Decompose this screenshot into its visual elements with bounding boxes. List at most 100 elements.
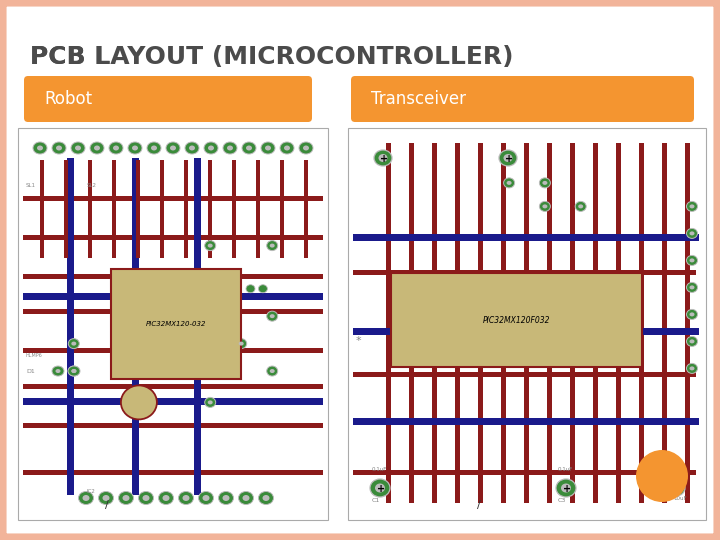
Ellipse shape (121, 386, 157, 420)
Ellipse shape (204, 142, 218, 154)
Ellipse shape (556, 479, 576, 497)
Ellipse shape (207, 400, 212, 404)
Ellipse shape (94, 145, 100, 151)
Bar (280, 160, 284, 258)
Ellipse shape (690, 340, 695, 343)
Circle shape (636, 450, 688, 502)
Text: Robot: Robot (44, 90, 92, 108)
Ellipse shape (68, 339, 79, 349)
Ellipse shape (686, 255, 698, 265)
Bar (391, 273, 642, 367)
Ellipse shape (270, 244, 275, 248)
Bar (478, 143, 483, 503)
Ellipse shape (143, 495, 150, 501)
Ellipse shape (690, 232, 695, 235)
Bar (132, 158, 139, 495)
Bar (662, 143, 667, 503)
Bar (67, 158, 73, 495)
Text: /: / (477, 500, 481, 510)
Bar (160, 160, 164, 258)
Ellipse shape (265, 145, 271, 151)
Ellipse shape (170, 145, 176, 151)
Ellipse shape (686, 201, 698, 211)
Bar (23, 235, 323, 240)
Ellipse shape (71, 369, 76, 373)
Ellipse shape (199, 491, 214, 504)
Bar (194, 158, 201, 495)
Ellipse shape (690, 313, 695, 316)
Bar (111, 269, 241, 379)
Text: Transceiver: Transceiver (371, 90, 466, 108)
Ellipse shape (109, 142, 123, 154)
Bar (64, 160, 68, 258)
Ellipse shape (185, 142, 199, 154)
Bar (353, 418, 699, 425)
Ellipse shape (158, 491, 174, 504)
Bar (685, 143, 690, 503)
Ellipse shape (71, 142, 85, 154)
Text: SL1: SL1 (26, 183, 36, 188)
Ellipse shape (238, 491, 253, 504)
Ellipse shape (55, 369, 60, 373)
Ellipse shape (52, 142, 66, 154)
Ellipse shape (690, 286, 695, 289)
Ellipse shape (132, 145, 138, 151)
Ellipse shape (204, 397, 216, 407)
Ellipse shape (246, 285, 255, 293)
Ellipse shape (52, 366, 64, 376)
Ellipse shape (499, 150, 517, 166)
Ellipse shape (374, 150, 392, 166)
Ellipse shape (686, 309, 698, 319)
Ellipse shape (113, 145, 119, 151)
Ellipse shape (539, 201, 550, 211)
Bar (23, 384, 323, 389)
Bar (208, 160, 212, 258)
Ellipse shape (179, 491, 194, 504)
Text: 0.1uF: 0.1uF (558, 467, 573, 472)
Bar (23, 274, 323, 279)
Ellipse shape (266, 366, 278, 376)
Bar (18, 128, 328, 520)
Bar (353, 328, 699, 335)
Bar (23, 399, 323, 406)
Ellipse shape (263, 495, 269, 501)
Ellipse shape (266, 241, 278, 251)
Text: SL2: SL2 (86, 183, 96, 188)
Bar (23, 348, 323, 354)
Bar (256, 160, 260, 258)
Ellipse shape (379, 154, 387, 162)
Bar (23, 470, 323, 475)
Ellipse shape (258, 285, 267, 293)
Ellipse shape (235, 339, 247, 349)
Bar (112, 160, 116, 258)
Bar (409, 143, 414, 503)
Ellipse shape (370, 479, 390, 497)
Ellipse shape (151, 145, 157, 151)
Ellipse shape (90, 142, 104, 154)
Ellipse shape (375, 483, 385, 492)
Bar (353, 470, 696, 475)
Ellipse shape (667, 480, 685, 496)
Ellipse shape (578, 205, 583, 208)
Ellipse shape (75, 145, 81, 151)
Text: +: + (505, 154, 513, 164)
Text: 0.1uF: 0.1uF (372, 467, 387, 472)
Ellipse shape (270, 314, 275, 318)
Ellipse shape (71, 369, 76, 373)
Bar (501, 143, 506, 503)
Text: +: + (377, 484, 385, 494)
Ellipse shape (561, 483, 571, 492)
Text: C3: C3 (558, 498, 567, 503)
Ellipse shape (83, 495, 89, 501)
Ellipse shape (102, 495, 109, 501)
Ellipse shape (239, 342, 243, 346)
FancyBboxPatch shape (351, 76, 694, 122)
Text: PIC32MX120F032: PIC32MX120F032 (482, 315, 550, 325)
Bar (616, 143, 621, 503)
Ellipse shape (270, 369, 275, 373)
Ellipse shape (147, 142, 161, 154)
Bar (232, 160, 236, 258)
Ellipse shape (99, 491, 114, 504)
Ellipse shape (68, 366, 80, 376)
Ellipse shape (686, 363, 698, 373)
